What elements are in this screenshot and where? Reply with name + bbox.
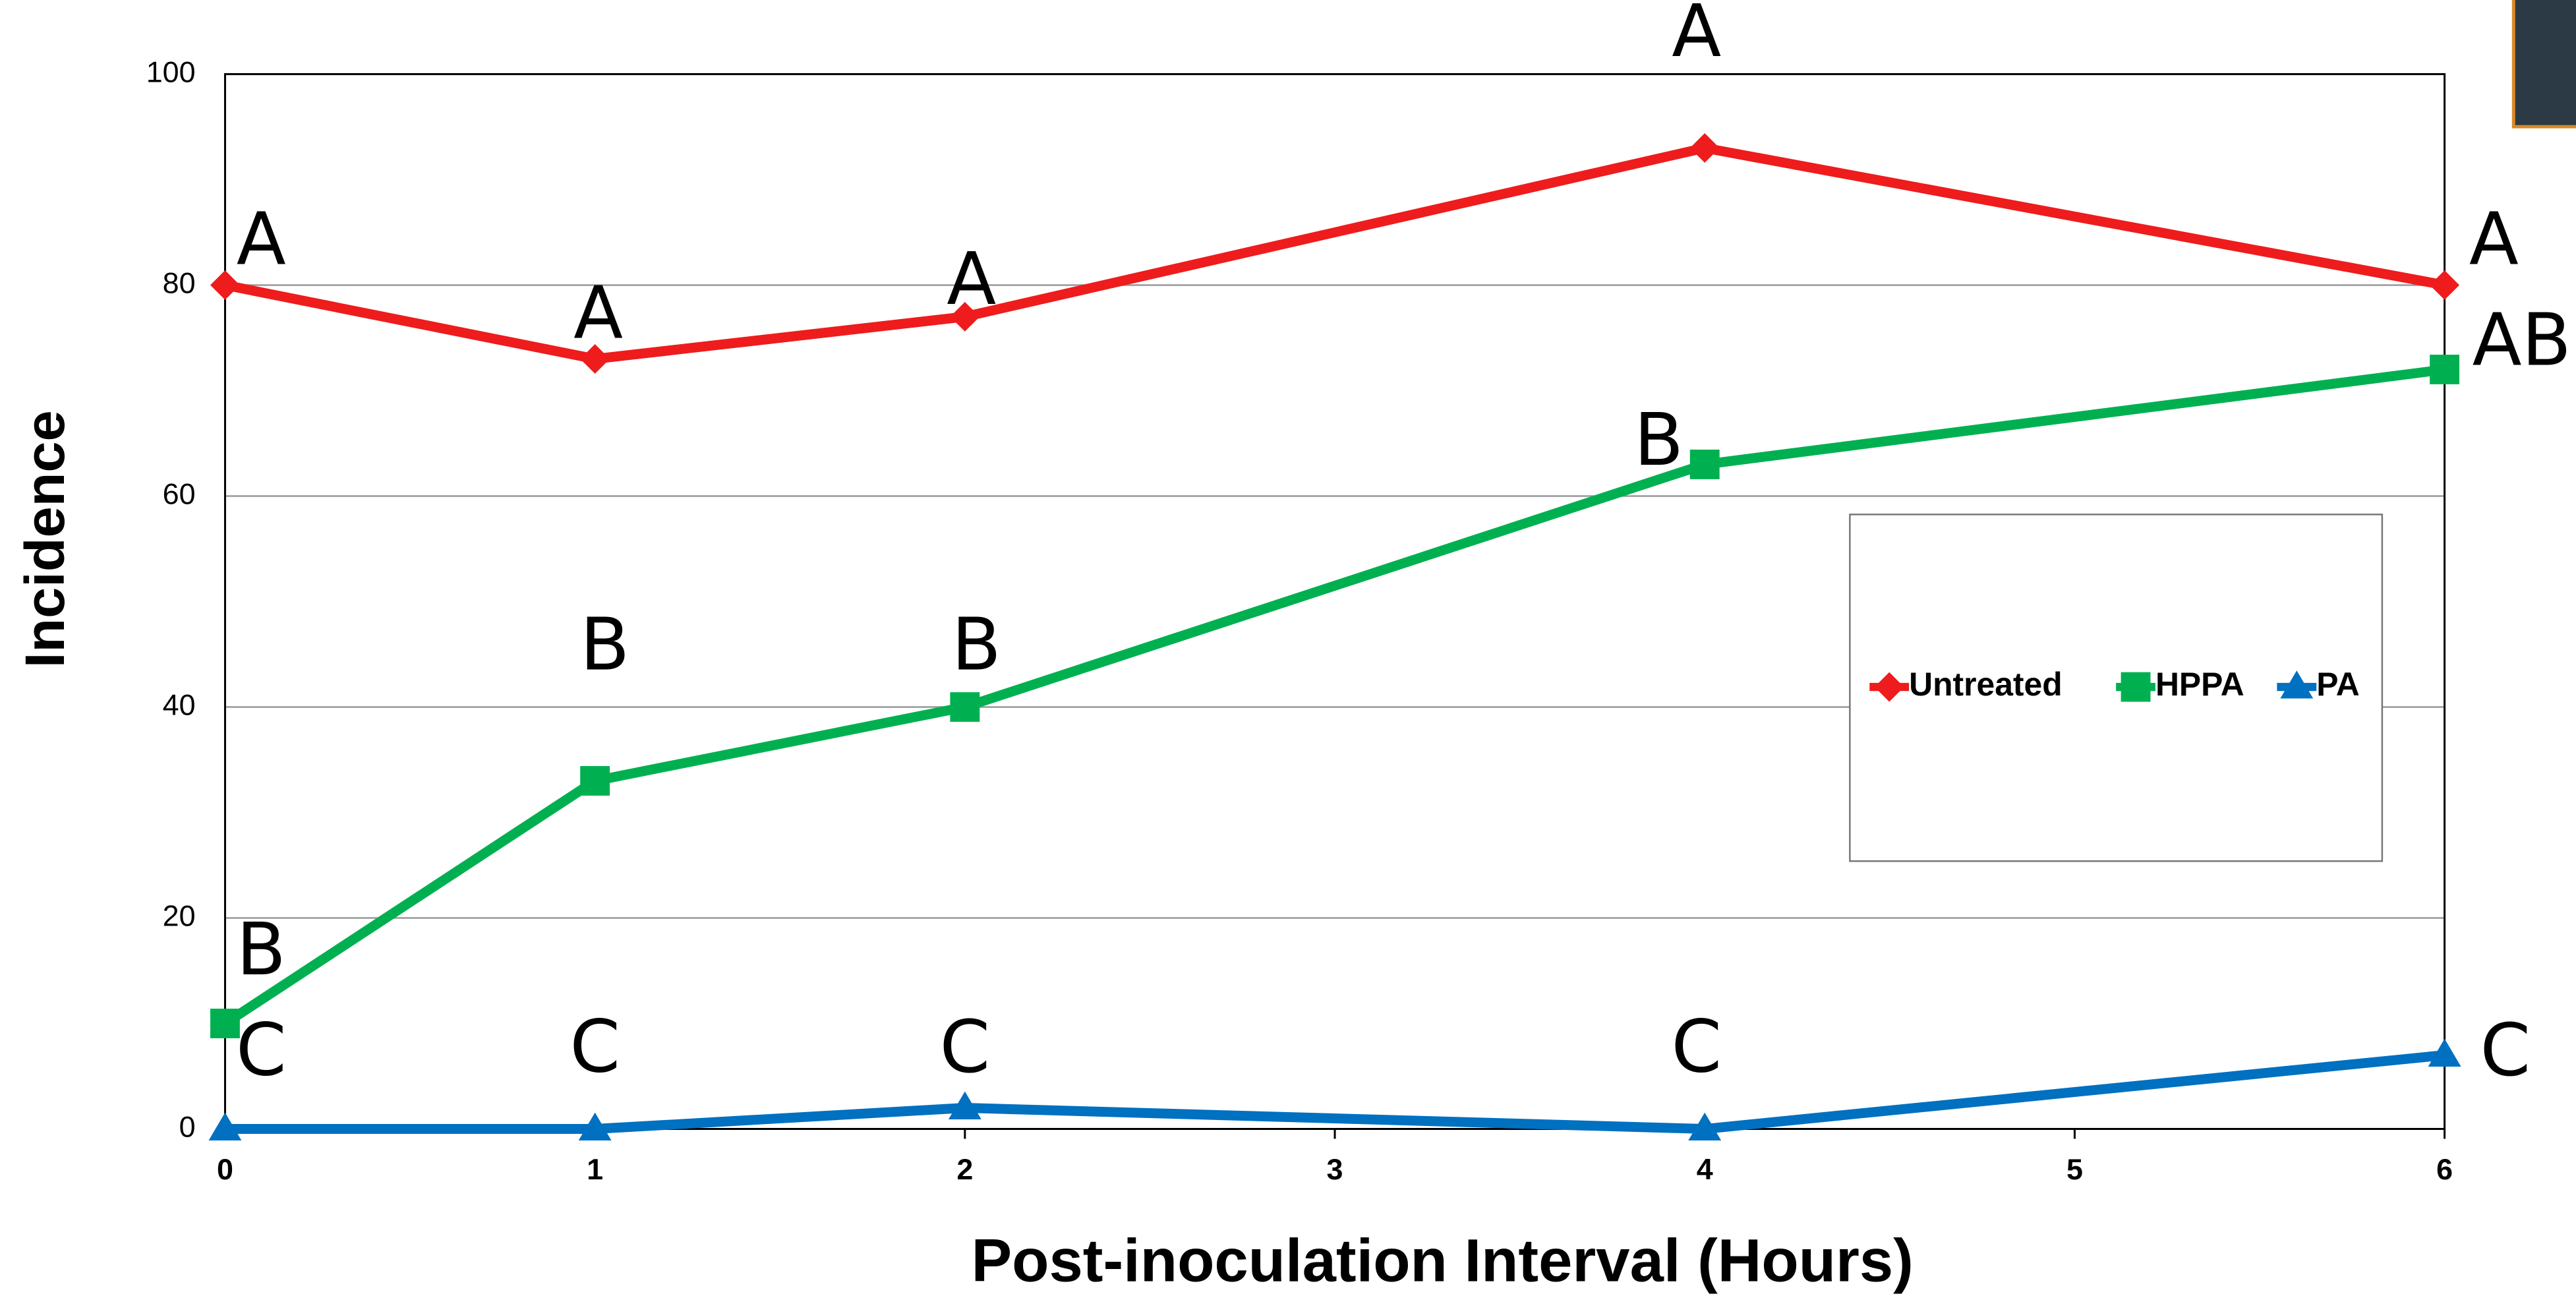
- point-label: C: [236, 1008, 287, 1092]
- marker: [1689, 133, 1720, 163]
- x-tick-label: 3: [1327, 1152, 1343, 1186]
- x-tick-label: 6: [2436, 1152, 2453, 1186]
- thumbnail: [2511, 0, 2576, 129]
- point-label: A: [573, 270, 623, 355]
- marker: [1689, 450, 1720, 479]
- x-tick-label: 4: [1697, 1152, 1713, 1186]
- point-label: A: [947, 237, 996, 321]
- x-tick-label: 1: [587, 1152, 603, 1186]
- marker: [950, 692, 980, 722]
- point-label: A: [237, 196, 286, 281]
- legend-label: Untreated: [1909, 666, 2063, 703]
- y-tick-label: 40: [163, 688, 196, 721]
- point-label: B: [952, 603, 1001, 687]
- point-label: B: [237, 907, 286, 991]
- legend-label: HPPA: [2155, 666, 2244, 703]
- marker: [2430, 270, 2460, 300]
- point-label: C: [570, 1005, 620, 1089]
- y-tick-label: 60: [163, 477, 196, 510]
- point-label: A: [1672, 0, 1721, 73]
- x-tick-label: 2: [956, 1152, 973, 1186]
- point-label: B: [1634, 398, 1683, 482]
- x-axis-title: Post-inoculation Interval (Hours): [972, 1227, 1914, 1295]
- legend-marker: [2121, 672, 2151, 702]
- marker: [580, 344, 610, 374]
- y-tick-label: 100: [146, 55, 196, 88]
- marker: [1688, 1112, 1722, 1140]
- marker: [208, 1112, 242, 1140]
- point-label: A: [2469, 196, 2519, 281]
- point-label: C: [1671, 1005, 1722, 1089]
- point-label: B: [580, 602, 629, 686]
- marker: [950, 302, 980, 332]
- legend-marker: [2280, 670, 2314, 699]
- marker: [2430, 355, 2460, 384]
- marker: [578, 1112, 612, 1140]
- point-label: AB: [2473, 297, 2571, 382]
- y-tick-label: 20: [163, 899, 196, 932]
- legend-label: PA: [2316, 666, 2360, 703]
- point-label: C: [940, 1005, 991, 1089]
- y-tick-label: 0: [179, 1109, 196, 1143]
- marker: [2428, 1038, 2461, 1067]
- marker: [210, 1009, 240, 1038]
- y-tick-label: 80: [163, 266, 196, 299]
- y-axis-title: Incidence: [13, 410, 76, 668]
- x-tick-label: 5: [2066, 1152, 2083, 1186]
- point-label: C: [2480, 1008, 2531, 1092]
- x-tick-label: 0: [217, 1152, 233, 1186]
- marker: [580, 766, 610, 796]
- marker: [948, 1091, 981, 1119]
